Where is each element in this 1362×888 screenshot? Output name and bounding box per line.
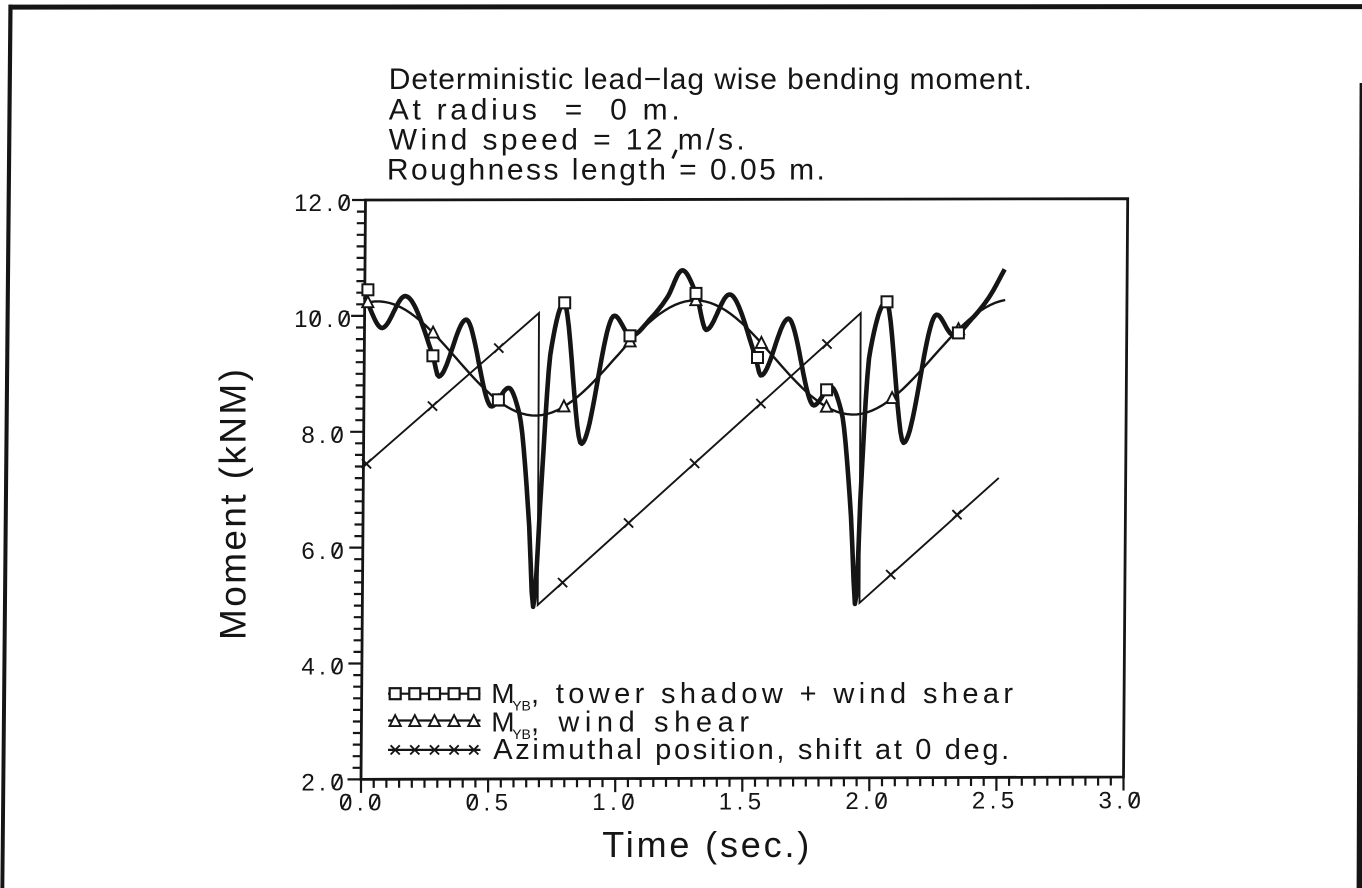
svg-text:.: . [990, 788, 997, 815]
svg-text:1: 1 [719, 789, 732, 816]
svg-text:2: 2 [845, 788, 858, 815]
svg-text:.: . [319, 654, 326, 681]
svg-text:Azimuthal position, shift at 0: Azimuthal position, shift at 0 deg. [493, 734, 1009, 766]
svg-text:.: . [357, 790, 364, 817]
svg-text:Deterministic lead−lag wise be: Deterministic lead−lag wise bending mome… [389, 63, 1032, 96]
svg-text:8: 8 [301, 422, 314, 449]
svg-text:1: 1 [294, 190, 307, 217]
svg-text:4: 4 [301, 654, 314, 681]
svg-text:.: . [1116, 787, 1123, 814]
svg-text:1: 1 [294, 306, 307, 333]
svg-text:Wind speed = 12 m/s.: Wind speed = 12 m/s. [389, 124, 745, 157]
svg-text:At radius = 0 m.: At radius = 0 m. [389, 94, 680, 127]
svg-text:2: 2 [301, 770, 314, 797]
svg-text:Roughness length = 0.05 m.: Roughness length = 0.05 m. [387, 154, 825, 187]
svg-text:5: 5 [748, 789, 761, 816]
svg-text:5: 5 [1001, 788, 1014, 815]
svg-text:.: . [610, 789, 617, 816]
svg-text:.: . [319, 770, 326, 797]
svg-text:1: 1 [592, 789, 605, 816]
svg-text:.: . [326, 190, 333, 217]
svg-text:.: . [863, 788, 870, 815]
svg-text:YB: YB [512, 726, 531, 742]
svg-text:.: . [319, 538, 326, 565]
svg-text:M: M [491, 707, 514, 738]
svg-text:Time (sec.): Time (sec.) [602, 824, 809, 865]
svg-text:, tower shadow + wind shear: , tower shadow + wind shear [531, 678, 1013, 710]
svg-text:.: . [737, 789, 744, 816]
svg-text:6: 6 [301, 538, 314, 565]
svg-text:3: 3 [1099, 787, 1112, 814]
svg-text:2: 2 [972, 788, 985, 815]
svg-text:YB: YB [512, 698, 531, 714]
svg-text:5: 5 [495, 789, 508, 816]
svg-text:Moment (kNM): Moment (kNM) [213, 369, 254, 640]
svg-text:M: M [491, 678, 514, 709]
svg-text:.: . [483, 789, 490, 816]
svg-text:.: . [319, 422, 326, 449]
svg-text:2: 2 [309, 190, 322, 217]
svg-text:.: . [326, 306, 333, 333]
